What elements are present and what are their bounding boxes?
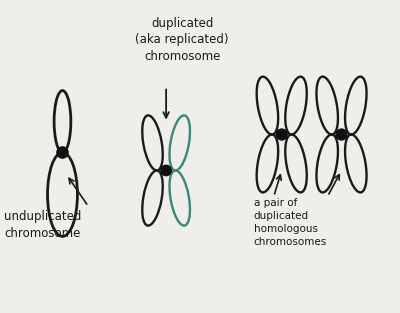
Circle shape xyxy=(276,129,287,140)
Text: a pair of
duplicated
homologous
chromosomes: a pair of duplicated homologous chromoso… xyxy=(254,198,327,247)
Circle shape xyxy=(57,147,68,158)
Circle shape xyxy=(161,165,171,176)
Text: duplicated
(aka replicated)
chromosome: duplicated (aka replicated) chromosome xyxy=(135,17,229,63)
Circle shape xyxy=(336,129,347,140)
Text: unduplicated
chromosome: unduplicated chromosome xyxy=(4,210,81,240)
